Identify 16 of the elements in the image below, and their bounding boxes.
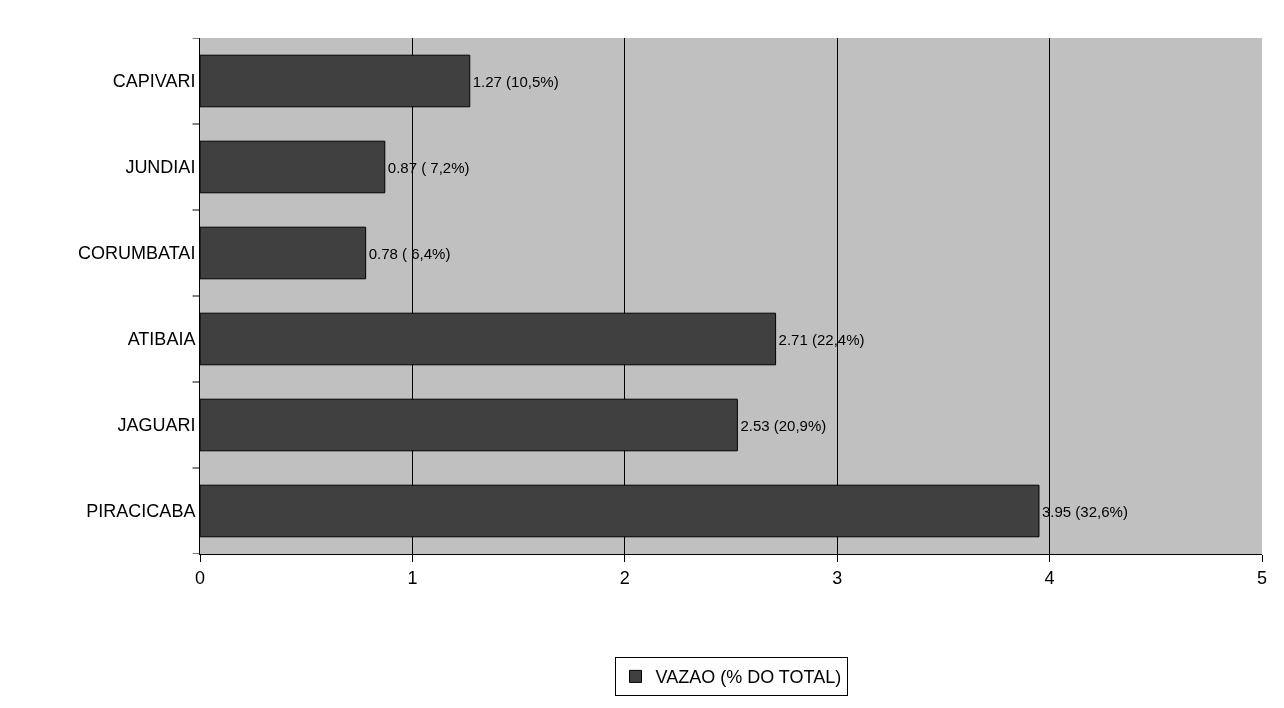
y-tick-label: JUNDIAI [125,157,196,178]
x-tick-label: 5 [1256,567,1268,588]
x-tick-label: 2 [619,567,630,588]
x-tick-label: 0 [194,567,206,588]
y-tick-label: PIRACICABA [86,501,196,522]
y-tick-label: CAPIVARI [112,71,196,92]
y-tick-label: ATIBAIA [127,329,196,350]
data-label: 2.53 (20,9%) [740,416,827,434]
x-tick-label: 4 [1044,567,1055,588]
data-label: 0.78 ( 6,4%) [368,244,451,262]
x-tick-label: 3 [832,567,843,588]
data-label: 1.27 (10,5%) [472,72,559,90]
y-tick-label: CORUMBATAI [78,243,196,264]
x-tick-label: 1 [407,567,418,588]
legend-label: VAZAO (% DO TOTAL) [655,667,842,688]
y-tick-label: JAGUARI [117,415,196,436]
